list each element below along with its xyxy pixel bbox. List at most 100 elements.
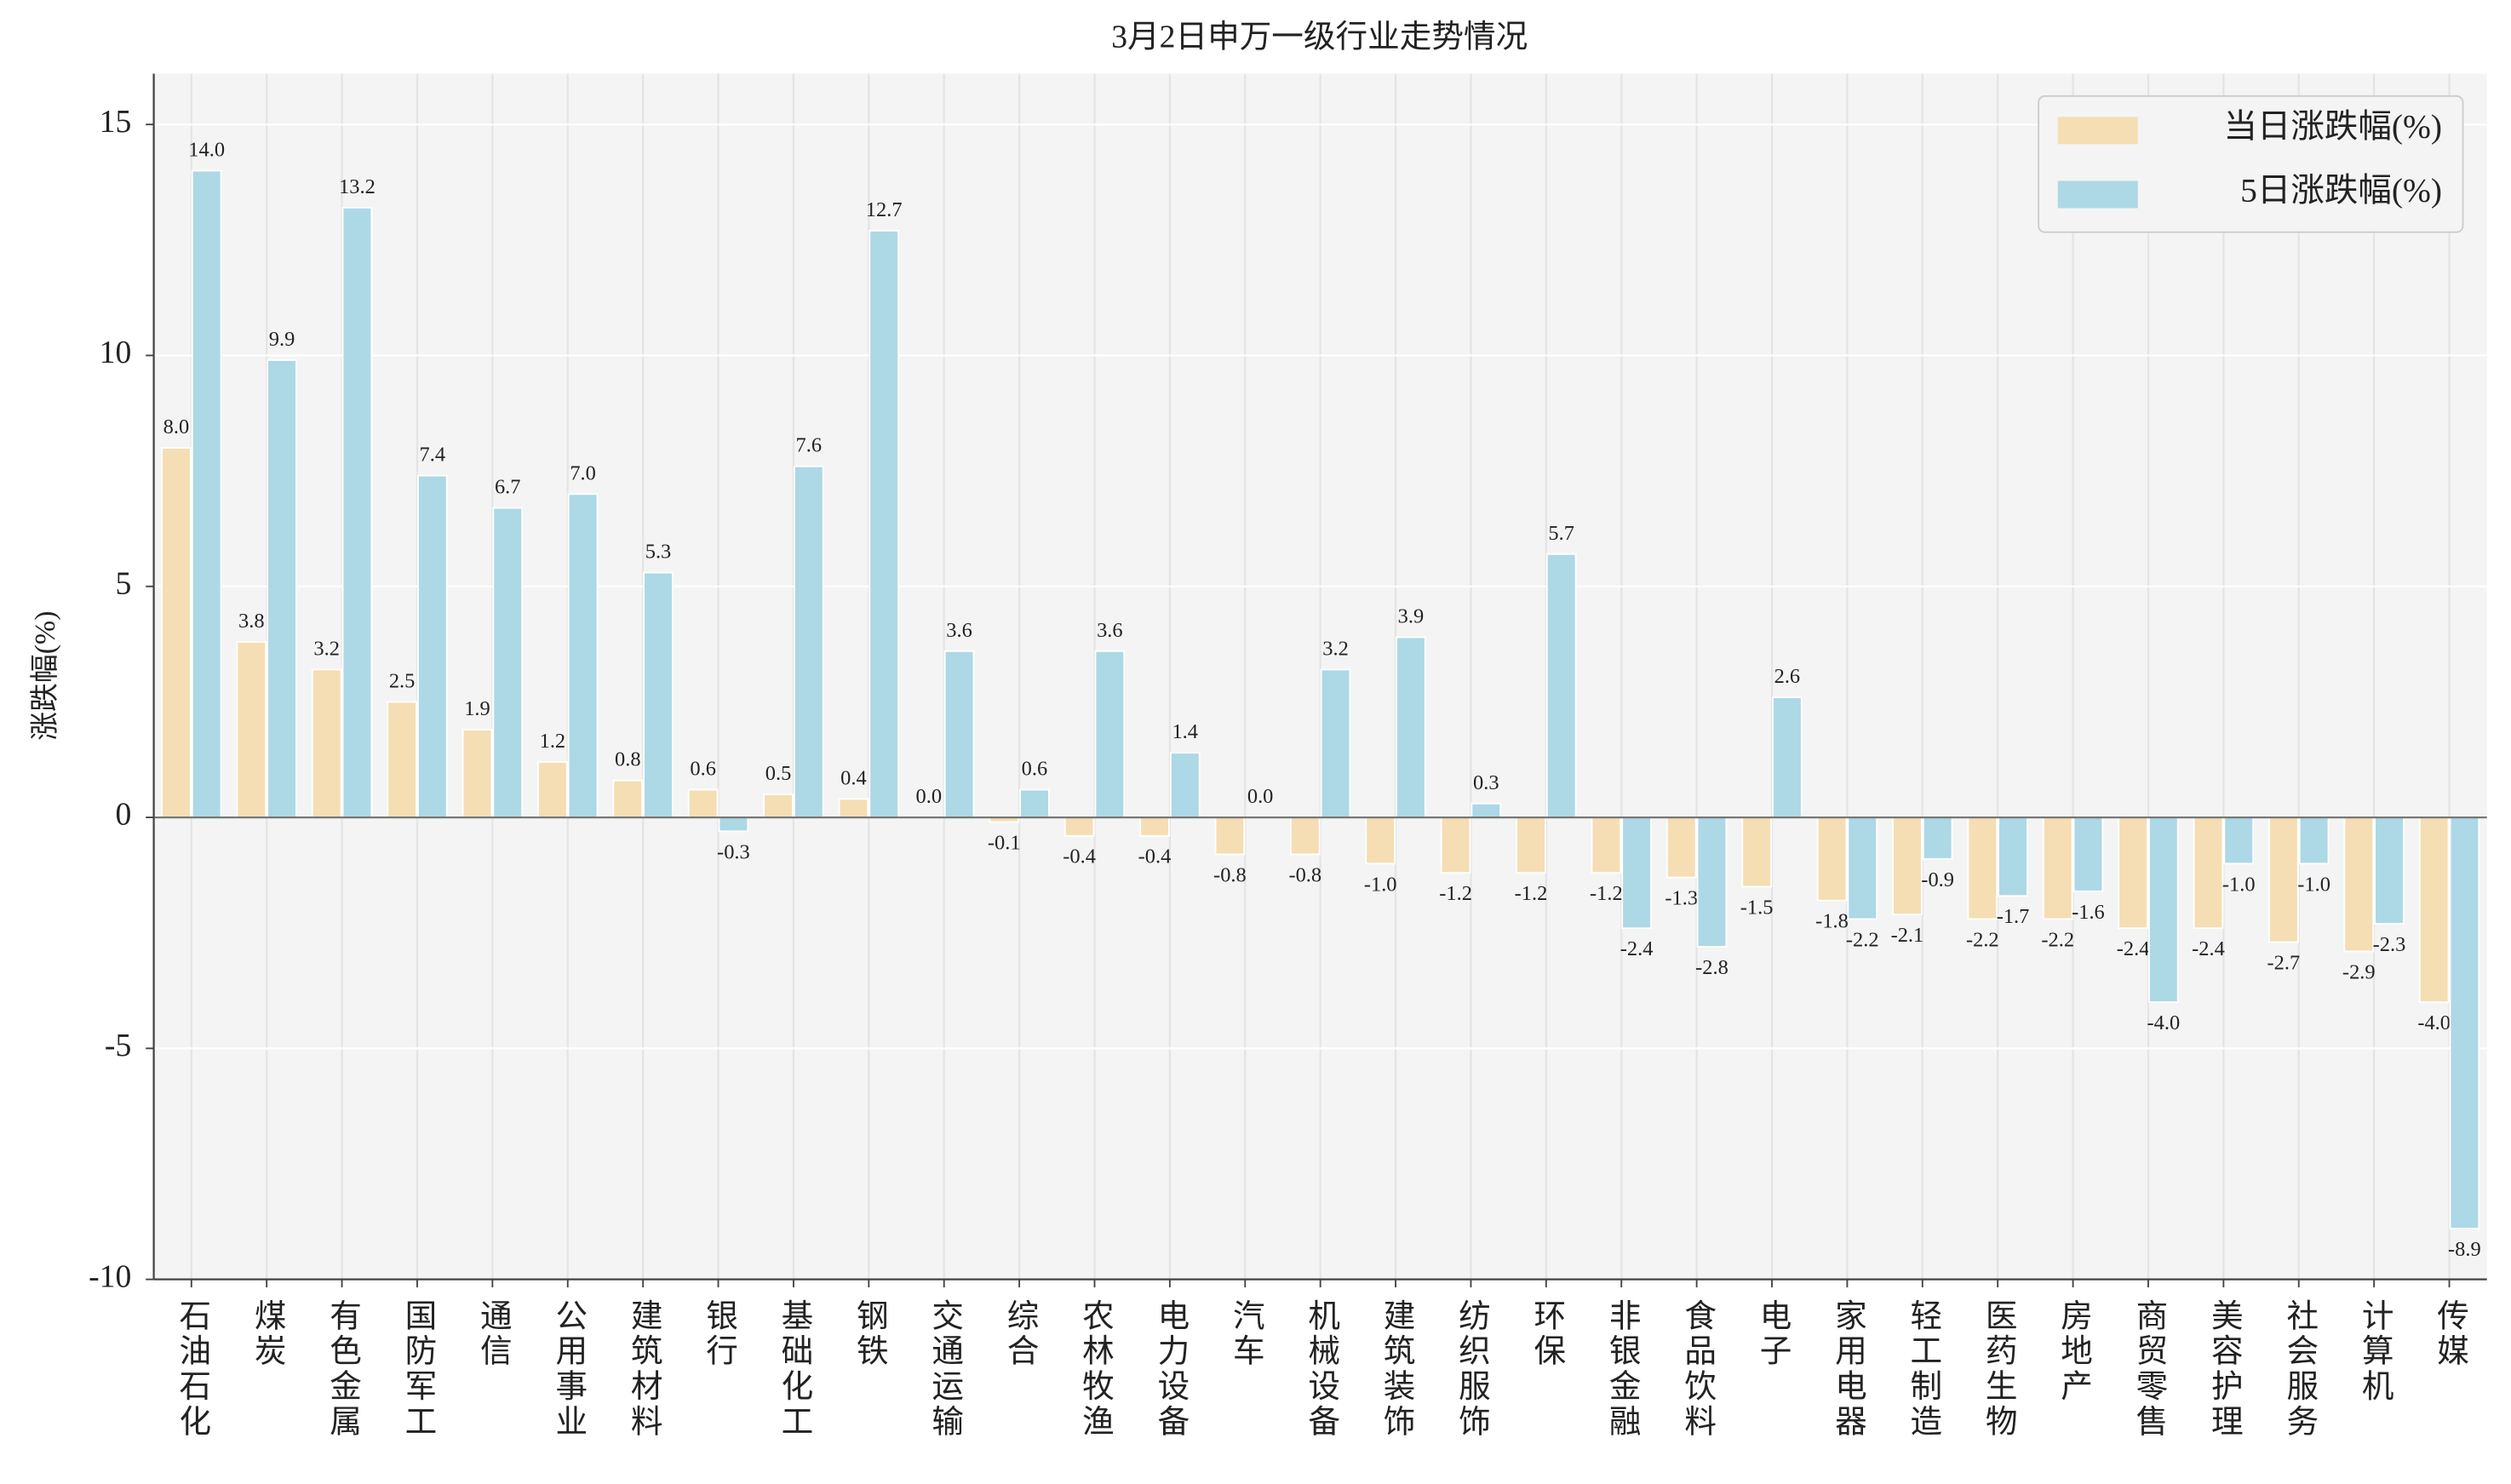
x-tick-label: 传媒 <box>2432 1298 2469 1369</box>
bar <box>567 493 599 819</box>
value-label: 7.4 <box>420 444 446 467</box>
bar <box>718 816 749 833</box>
value-label: -1.6 <box>2072 901 2105 924</box>
legend-label: 当日涨跌幅(%) <box>2223 107 2442 145</box>
x-tick-label: 纺织服饰 <box>1453 1298 1489 1440</box>
bar <box>793 465 824 819</box>
value-label: 0.3 <box>1473 771 1499 794</box>
value-label: 13.2 <box>339 175 376 198</box>
bar <box>2449 816 2480 1229</box>
value-label: 3.9 <box>1398 605 1425 628</box>
bar <box>1440 816 1471 874</box>
bar <box>838 798 869 819</box>
value-label: -8.9 <box>2448 1238 2481 1261</box>
value-label: 2.5 <box>389 669 416 692</box>
value-label: 7.6 <box>796 434 823 457</box>
value-label: 14.0 <box>188 138 225 161</box>
value-label: 0.0 <box>1247 785 1274 808</box>
bar <box>943 650 975 819</box>
bar <box>1365 816 1396 865</box>
bar <box>2147 816 2179 1004</box>
bar <box>1741 816 1773 888</box>
value-label: 0.4 <box>840 766 867 789</box>
value-label: 12.7 <box>866 198 903 221</box>
value-label: 8.0 <box>163 415 190 438</box>
value-label: 3.2 <box>313 637 340 660</box>
value-label: -2.1 <box>1891 924 1924 947</box>
legend-box <box>2038 95 2464 233</box>
bar <box>1545 553 1577 819</box>
bar <box>1665 816 1697 879</box>
x-tick-label: 家用电器 <box>1829 1298 1866 1440</box>
value-label: 3.8 <box>238 610 265 633</box>
bar <box>1998 816 2028 897</box>
value-label: 3.6 <box>1097 619 1123 642</box>
value-label: 0.8 <box>615 748 641 771</box>
bar <box>1320 668 1351 819</box>
value-label: -4.0 <box>2417 1011 2451 1034</box>
bar <box>1816 816 1848 902</box>
value-label: 3.2 <box>1322 637 1349 660</box>
bar <box>1396 636 1426 819</box>
x-tick-label: 基础化工 <box>776 1298 812 1440</box>
value-label: -1.2 <box>1515 882 1548 905</box>
bar <box>1470 802 1502 819</box>
x-tick-label: 农林牧渔 <box>1076 1298 1113 1440</box>
bar <box>2193 816 2224 930</box>
x-tick-label: 电子 <box>1754 1298 1791 1369</box>
x-tick-label: 房地产 <box>2055 1298 2092 1404</box>
x-tick-label: 综合 <box>1001 1298 1038 1369</box>
bar <box>1516 816 1546 874</box>
x-tick-label: 商贸零售 <box>2130 1298 2167 1440</box>
value-label: 0.0 <box>916 785 943 808</box>
x-tick-label: 国防军工 <box>399 1298 436 1440</box>
bar <box>341 206 373 819</box>
value-label: 0.6 <box>690 758 716 781</box>
x-tick-label: 银行 <box>701 1298 738 1369</box>
bar <box>537 761 568 819</box>
bar <box>2223 816 2255 865</box>
x-tick-label: 电力设备 <box>1152 1298 1189 1440</box>
value-label: 0.5 <box>765 762 792 785</box>
bar <box>1621 816 1652 930</box>
x-tick-label: 建筑材料 <box>625 1298 662 1440</box>
bar <box>1289 816 1321 856</box>
y-tick-label: 0 <box>115 797 131 833</box>
bar <box>461 729 493 819</box>
bar <box>1847 816 1878 920</box>
bar <box>1892 816 1923 915</box>
bar <box>416 474 448 819</box>
x-tick-label: 医药生物 <box>1980 1298 2016 1440</box>
legend-label: 5日涨跌幅(%) <box>2240 172 2442 209</box>
bar <box>1591 816 1622 874</box>
value-label: -1.2 <box>1439 882 1472 905</box>
bar <box>2268 816 2299 943</box>
y-tick-label: 15 <box>100 104 132 140</box>
value-label: 1.4 <box>1172 720 1198 743</box>
bar <box>387 701 417 819</box>
value-label: -0.8 <box>1288 863 1321 886</box>
bar <box>1094 650 1126 819</box>
x-tick-label: 钢铁 <box>851 1298 887 1369</box>
bar <box>2042 816 2073 920</box>
value-label: 5.7 <box>1548 522 1574 545</box>
value-label: -2.2 <box>2041 928 2074 951</box>
x-tick-label: 轻工制造 <box>1905 1298 1941 1440</box>
x-tick-label: 有色金属 <box>324 1298 361 1440</box>
value-label: -4.0 <box>2147 1011 2180 1034</box>
x-tick-label: 煤炭 <box>249 1298 285 1369</box>
bar <box>1922 816 1953 860</box>
value-label: 3.6 <box>946 619 972 642</box>
x-tick-label: 机械设备 <box>1303 1298 1339 1440</box>
value-label: -2.3 <box>2373 933 2406 956</box>
x-tick-label: 食品饮料 <box>1679 1298 1717 1440</box>
value-label: -2.9 <box>2342 960 2376 983</box>
bar <box>236 640 267 819</box>
y-tick-label: -10 <box>89 1258 131 1294</box>
x-tick-label: 公用事业 <box>550 1298 587 1440</box>
x-tick-label: 环保 <box>1528 1298 1566 1369</box>
bar <box>1967 816 1998 920</box>
value-label: -1.7 <box>1997 905 2030 928</box>
bar <box>1772 696 1803 819</box>
